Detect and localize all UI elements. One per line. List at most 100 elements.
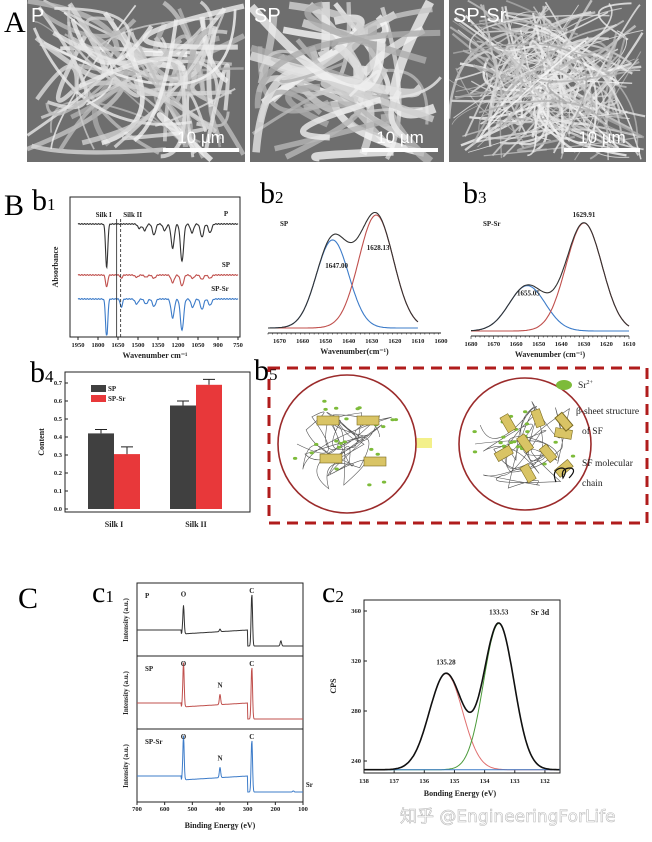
dashed-border bbox=[267, 366, 649, 525]
x-tick-label: 132 bbox=[540, 778, 550, 785]
sr-ion bbox=[390, 418, 395, 422]
scale-bar-label: 10 µm bbox=[578, 128, 626, 147]
fiber bbox=[546, 80, 568, 104]
panel-label-b3: b3 bbox=[463, 177, 487, 210]
fiber bbox=[285, 83, 330, 128]
sem-image-sp-sr: SP-Sr 10 µm bbox=[449, 0, 646, 162]
peak-label: 135.28 bbox=[436, 659, 456, 667]
legend-label: SP-Sr bbox=[108, 395, 126, 403]
fiber bbox=[299, 96, 382, 141]
x-tick-label: 1650 bbox=[532, 341, 545, 348]
x-tick-label: 1660 bbox=[296, 338, 309, 345]
plot-frame bbox=[69, 196, 241, 338]
fiber bbox=[85, 16, 115, 58]
x-tick-label: 1950 bbox=[72, 342, 85, 349]
series-label: SP-Sr bbox=[145, 738, 163, 746]
x-tick-label: 135 bbox=[450, 778, 461, 785]
sr-ion bbox=[381, 480, 387, 484]
series-label: SP bbox=[222, 261, 231, 269]
plot-frame bbox=[363, 599, 561, 774]
fiber bbox=[320, 79, 435, 123]
y-axis-label: Intensity (a.u.) bbox=[122, 597, 130, 641]
panel-label-A: A bbox=[4, 6, 26, 39]
panel-label-sub: 1 bbox=[105, 587, 114, 606]
y-axis-label: Absorbance bbox=[51, 246, 60, 287]
fiber bbox=[142, 3, 245, 50]
fiber bbox=[528, 40, 574, 110]
fit-peak-line bbox=[364, 672, 560, 771]
panel-label-sub: 5 bbox=[269, 365, 278, 384]
y-tick-label: 320 bbox=[351, 658, 361, 665]
sr-ion bbox=[522, 410, 528, 414]
sr-ion bbox=[381, 425, 386, 429]
fiber bbox=[478, 25, 574, 122]
series-line-sp-sr bbox=[137, 735, 303, 793]
structure-spsr-circle bbox=[458, 377, 592, 511]
panel-label-sub: 3 bbox=[478, 188, 487, 207]
x-tick-label: 600 bbox=[160, 806, 170, 813]
scale-bar-label: 10 µm bbox=[177, 128, 225, 147]
x-tick-label: 1600 bbox=[435, 338, 448, 345]
x-tick-label: 100 bbox=[298, 806, 308, 813]
sr-ion bbox=[355, 407, 360, 411]
x-tick-label: 136 bbox=[419, 778, 430, 785]
beta-sheet-block bbox=[363, 456, 387, 467]
fiber bbox=[70, 18, 154, 65]
chart-b4-bar: b4 0.0 0.1 0.2 0.3 0.4 0.5 0.6 0.7 Content Silk I S… bbox=[30, 356, 251, 529]
fiber bbox=[279, 61, 346, 84]
fiber bbox=[528, 74, 584, 107]
sr-ion bbox=[375, 452, 380, 456]
fiber bbox=[531, 111, 629, 141]
sem-images: P 10 µm SP 10 µm SP-Sr 10 µm bbox=[27, 0, 646, 162]
molecular-chain bbox=[296, 411, 392, 490]
envelope-line bbox=[471, 222, 630, 332]
sr-ion bbox=[369, 447, 374, 451]
sr-ion bbox=[501, 435, 506, 439]
peak-label: O bbox=[181, 590, 187, 598]
series-label: P bbox=[224, 210, 229, 218]
y-axis-label: Intensity (a.u.) bbox=[122, 670, 130, 714]
sr-ion bbox=[501, 444, 507, 448]
error-bar bbox=[95, 428, 107, 434]
beta-sheet-block bbox=[519, 463, 537, 484]
fiber bbox=[488, 10, 592, 147]
fiber bbox=[388, 89, 409, 142]
fiber bbox=[491, 26, 639, 146]
scale-bar bbox=[163, 148, 239, 152]
fiber bbox=[531, 22, 620, 82]
fiber bbox=[206, 25, 218, 108]
sr-ion bbox=[322, 399, 327, 403]
x-tick-label: 400 bbox=[215, 806, 225, 813]
x-tick-label: 1680 bbox=[465, 341, 478, 348]
fiber bbox=[52, 30, 135, 66]
fiber bbox=[533, 48, 619, 149]
sem-label: SP bbox=[254, 5, 281, 27]
x-tick-label: 500 bbox=[187, 806, 197, 813]
x-tick-label: 1610 bbox=[623, 341, 636, 348]
beta-sheet-block bbox=[356, 415, 380, 426]
peak-label: O bbox=[181, 733, 187, 741]
x-tick-label: 1670 bbox=[487, 341, 500, 348]
sem-label: SP-Sr bbox=[453, 5, 507, 27]
fiber bbox=[348, 69, 381, 98]
peak-label: 133.53 bbox=[489, 609, 509, 617]
peak-label: 1628.13 bbox=[367, 244, 390, 252]
y-axis-label: Intensity (a.u.) bbox=[122, 743, 130, 787]
beta-sheet-block bbox=[499, 413, 517, 434]
legend-beta-label-2: of SF bbox=[582, 426, 603, 437]
fiber bbox=[254, 29, 441, 109]
x-tick-label: 200 bbox=[270, 806, 280, 813]
y-tick-label: 0.3 bbox=[54, 452, 63, 459]
x-tick-label: 1800 bbox=[92, 342, 105, 349]
fiber bbox=[556, 16, 640, 77]
panel-label-b4: b4 bbox=[30, 356, 54, 389]
sr-ion bbox=[525, 430, 530, 434]
fiber bbox=[604, 54, 627, 88]
fiber bbox=[455, 67, 567, 123]
sem-fibers bbox=[250, 0, 442, 162]
scale-bar bbox=[564, 148, 640, 152]
x-tick-label: 1630 bbox=[365, 338, 378, 345]
x-tick-label: 1630 bbox=[577, 341, 590, 348]
annotation-label: Silk I bbox=[96, 211, 112, 219]
x-axis-label: Bonding Energy (eV) bbox=[424, 789, 497, 798]
